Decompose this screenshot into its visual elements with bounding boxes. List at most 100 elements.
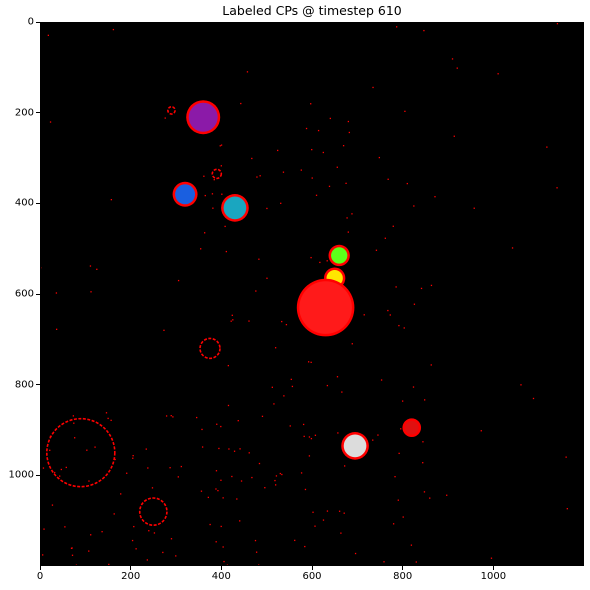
noise-speck (389, 314, 391, 316)
noise-speck (336, 166, 338, 168)
noise-speck (423, 29, 425, 32)
noise-speck (520, 384, 522, 386)
y-tick-label: 0 (27, 16, 34, 28)
noise-speck (384, 237, 386, 239)
noise-speck (412, 386, 415, 388)
noise-speck (239, 520, 241, 522)
noise-speck (326, 510, 329, 512)
noise-speck (201, 428, 203, 431)
noise-speck (342, 145, 345, 147)
noise-speck (422, 462, 424, 464)
noise-speck (322, 519, 325, 521)
noise-speck (326, 384, 329, 387)
noise-speck (266, 277, 268, 279)
noise-speck (177, 279, 180, 282)
noise-speck (131, 539, 134, 542)
noise-speck (378, 156, 381, 159)
noise-speck (329, 117, 331, 120)
noise-speck (49, 121, 52, 123)
noise-speck (280, 202, 282, 204)
noise-speck (305, 127, 308, 130)
noise-speck (282, 171, 285, 173)
noise-speck (54, 471, 56, 474)
noise-speck (248, 452, 250, 454)
noise-speck (231, 314, 233, 316)
noise-speck (221, 193, 223, 195)
noise-speck (233, 450, 236, 452)
noise-speck (302, 423, 305, 426)
noise-speck (413, 205, 415, 207)
noise-speck (398, 324, 400, 327)
noise-speck (328, 185, 331, 188)
noise-speck (74, 437, 76, 439)
noise-speck (396, 26, 398, 28)
y-tick-mark (36, 384, 40, 386)
noise-speck (51, 504, 54, 506)
noise-speck (380, 379, 383, 381)
noise-speck (217, 489, 219, 492)
noise-speck (451, 58, 454, 60)
noise-speck (387, 178, 389, 180)
noise-speck (430, 364, 432, 366)
noise-speck (170, 415, 172, 417)
noise-speck (47, 34, 50, 36)
noise-speck (311, 148, 313, 151)
noise-speck (75, 564, 78, 566)
noise-speck (387, 309, 389, 312)
noise-speck (300, 169, 302, 171)
noise-speck (172, 416, 174, 418)
noise-speck (40, 267, 42, 269)
noise-speck (148, 530, 150, 532)
noise-speck (338, 510, 341, 512)
noise-speck (273, 403, 275, 405)
y-tick-mark (36, 112, 40, 114)
noise-speck (200, 490, 203, 492)
boundary-ring (199, 337, 221, 360)
noise-speck (204, 232, 206, 234)
noise-speck (88, 480, 90, 482)
noise-speck (511, 247, 514, 249)
noise-speck (132, 457, 134, 459)
noise-speck (401, 400, 404, 402)
noise-speck (307, 361, 310, 363)
noise-speck (101, 531, 103, 533)
plot-area (40, 22, 584, 566)
noise-speck (200, 248, 202, 250)
y-tick-mark (36, 202, 40, 204)
noise-speck (219, 145, 221, 147)
noise-speck (377, 434, 379, 436)
noise-speck (546, 146, 548, 148)
noise-speck (556, 187, 558, 189)
noise-speck (226, 564, 229, 566)
noise-speck (256, 176, 258, 178)
noise-speck (372, 439, 374, 441)
boundary-ring (45, 417, 116, 488)
noise-speck (317, 129, 320, 132)
noise-speck (227, 364, 230, 367)
noise-speck (429, 497, 431, 499)
figure-title: Labeled CPs @ timestep 610 (222, 3, 402, 18)
noise-speck (310, 256, 312, 259)
noise-speck (162, 551, 164, 554)
noise-speck (165, 415, 168, 417)
noise-speck (126, 472, 128, 474)
noise-speck (89, 265, 92, 267)
noise-speck (410, 544, 413, 546)
noise-speck (222, 497, 224, 499)
noise-speck (112, 28, 115, 31)
y-tick-mark (36, 21, 40, 23)
noise-speck (347, 120, 350, 123)
noise-speck (310, 103, 312, 105)
noise-speck (490, 557, 493, 559)
noise-speck (240, 102, 242, 105)
noise-speck (261, 415, 264, 418)
noise-speck (281, 473, 283, 476)
noise-speck (164, 117, 166, 119)
noise-speck (300, 472, 303, 474)
noise-speck (400, 428, 402, 430)
noise-speck (343, 465, 346, 467)
noise-speck (246, 71, 249, 73)
labeled-region-dark_red (404, 420, 419, 435)
noise-speck (434, 196, 436, 198)
noise-speck (345, 182, 347, 185)
